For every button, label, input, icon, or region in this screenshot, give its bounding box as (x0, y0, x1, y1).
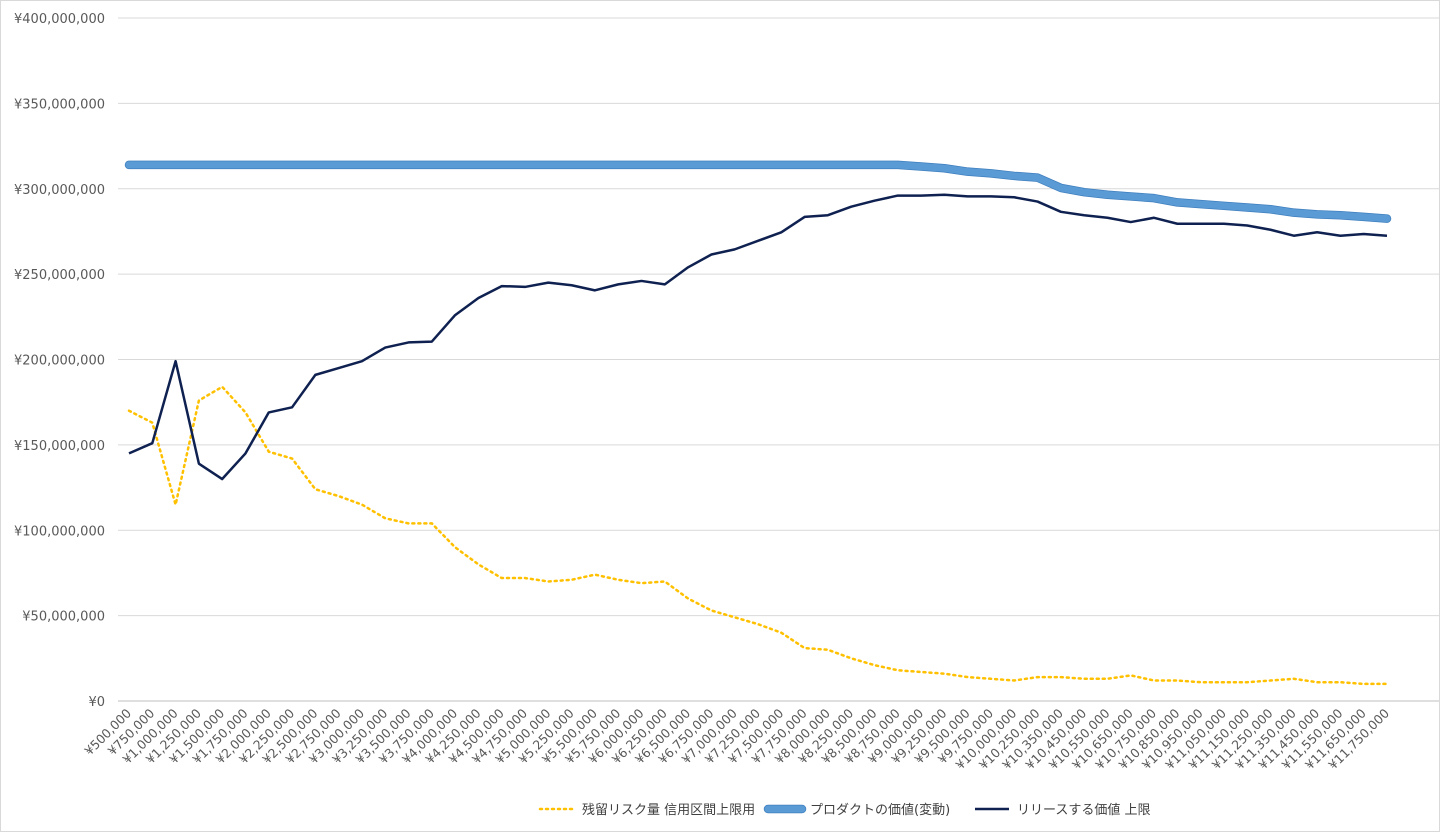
y-tick-label: ¥300,000,000 (14, 183, 105, 198)
y-tick-label: ¥400,000,000 (14, 12, 105, 27)
y-tick-label: ¥250,000,000 (14, 268, 105, 283)
legend: 残留リスク量 信用区間上限用 プロダクトの価値(変動) リリースする価値 上限 (538, 802, 1150, 818)
series-line-outline (124, 160, 1392, 223)
series-line-1 (127, 385, 1389, 686)
y-tick-label: ¥350,000,000 (14, 97, 105, 112)
gridlines (118, 17, 1440, 702)
y-tick-label: ¥150,000,000 (14, 439, 105, 454)
y-tick-label: ¥0 (88, 695, 105, 710)
y-tick-label: ¥200,000,000 (14, 354, 105, 369)
y-tick-label: ¥100,000,000 (14, 524, 105, 539)
legend-label: 残留リスク量 信用区間上限用 (582, 803, 755, 818)
series-line-2 (125, 161, 1391, 223)
y-axis-ticks: ¥0 ¥50,000,000 ¥100,000,000 ¥150,000,000 ¥20… (14, 12, 105, 710)
series-lines (124, 160, 1392, 686)
legend-label: プロダクトの価値(変動) (810, 802, 950, 818)
x-axis-ticks: ¥500,000¥750,000¥1,000,000¥1,250,000¥1,5… (81, 705, 1392, 772)
y-tick-label: ¥50,000,000 (22, 610, 105, 625)
legend-label: リリースする価値 上限 (1017, 802, 1150, 818)
series-line-3 (128, 193, 1388, 481)
